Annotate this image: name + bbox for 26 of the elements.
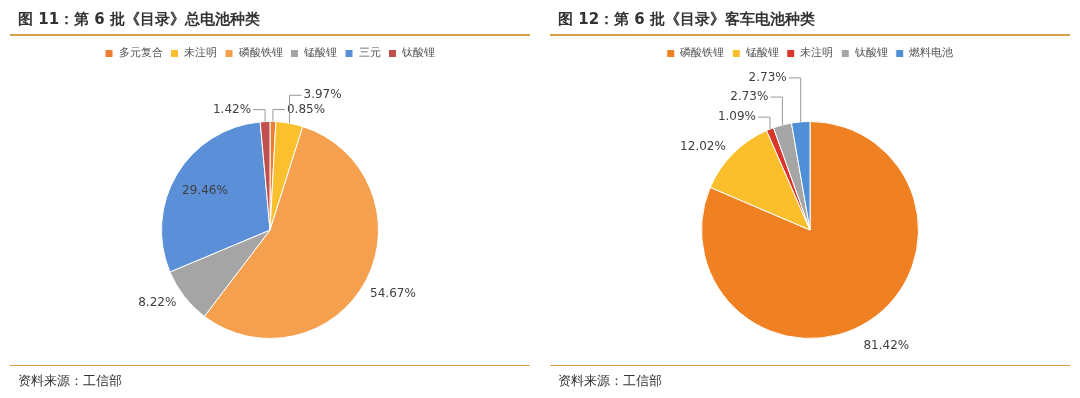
legend-label: 钛酸锂 (401, 46, 435, 60)
data-label: 1.09% (717, 109, 757, 124)
legend-label: 钛酸锂 (853, 46, 888, 60)
legend-label: 燃料电池 (909, 46, 954, 60)
data-label: 1.42% (212, 101, 252, 116)
data-label: 54.67% (370, 285, 416, 300)
data-label: 0.85% (286, 101, 326, 116)
chart-title: 图 12：第 6 批《目录》客车电池种类 (557, 9, 816, 30)
legend-label: 锰酸锂 (303, 46, 337, 60)
legend-label: 磷酸铁锂 (679, 46, 725, 60)
chart-title: 图 11：第 6 批《目录》总电池种类 (17, 9, 261, 30)
legend-label: 多元复合 (118, 46, 163, 60)
text: 资料来源：工信部 (18, 372, 122, 390)
legend-label: 未注明 (184, 46, 217, 60)
legend-label: 锰酸锂 (744, 46, 779, 60)
legend-label: 三元 (358, 46, 381, 60)
legend-label: 未注明 (800, 46, 834, 60)
data-label: 2.73% (748, 70, 787, 85)
data-label: 81.42% (863, 337, 910, 352)
data-label: 8.22% (138, 294, 177, 309)
legend-label: 磷酸铁锂 (237, 46, 283, 60)
data-label: 12.02% (680, 138, 726, 153)
text: 资料来源：工信部 (558, 372, 662, 390)
data-label: 3.97% (303, 87, 342, 102)
data-label: 29.46% (182, 182, 228, 197)
data-label: 2.73% (730, 89, 769, 104)
